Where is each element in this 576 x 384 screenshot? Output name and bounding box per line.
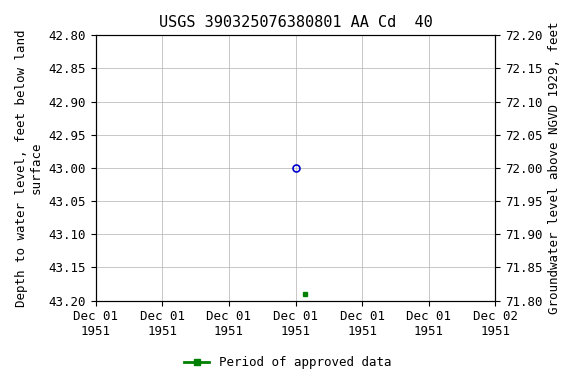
- Title: USGS 390325076380801 AA Cd  40: USGS 390325076380801 AA Cd 40: [158, 15, 433, 30]
- Y-axis label: Groundwater level above NGVD 1929, feet: Groundwater level above NGVD 1929, feet: [548, 22, 561, 314]
- Y-axis label: Depth to water level, feet below land
surface: Depth to water level, feet below land su…: [15, 29, 43, 307]
- Legend: Period of approved data: Period of approved data: [179, 351, 397, 374]
